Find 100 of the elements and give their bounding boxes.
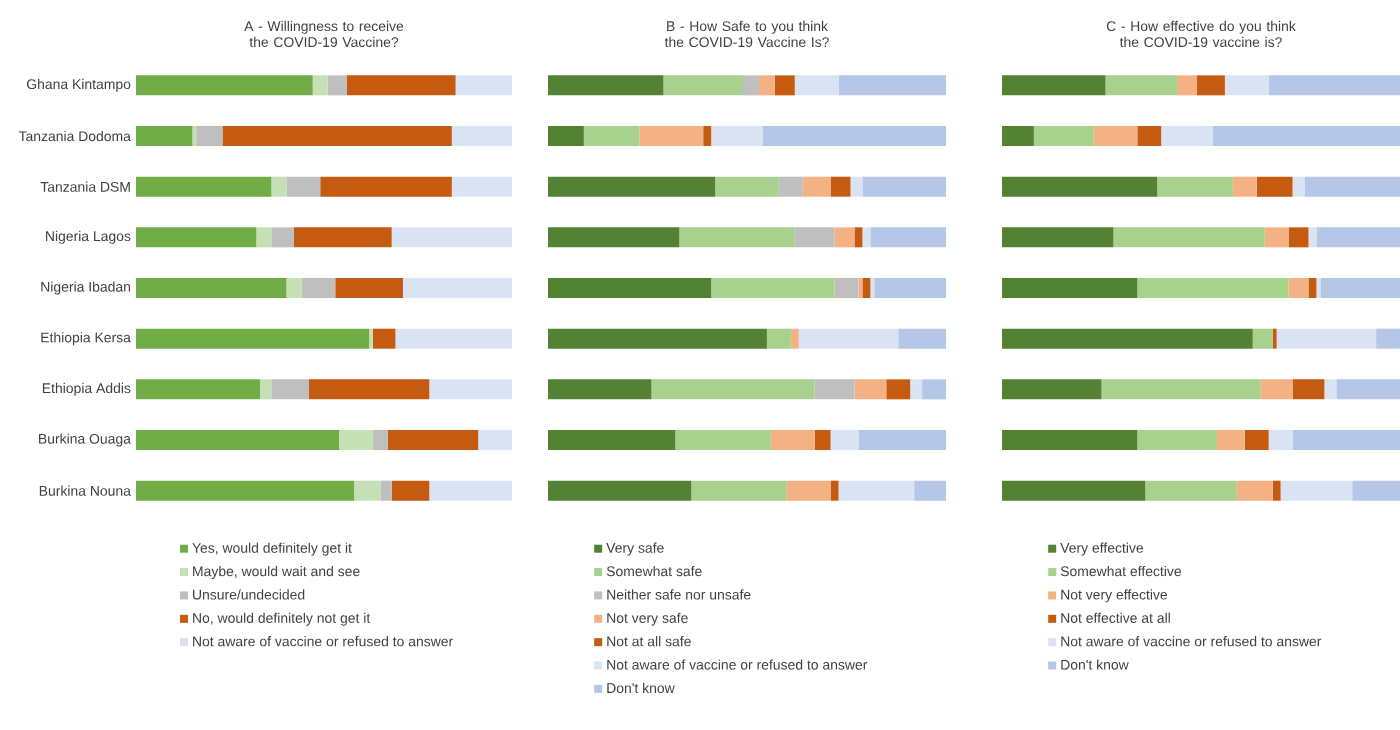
bar: [1002, 328, 1253, 349]
bar: [1256, 176, 1293, 197]
bar: [478, 430, 512, 451]
bar: [271, 176, 287, 197]
bar: [391, 227, 512, 248]
bar: [790, 328, 799, 349]
bar: [1308, 227, 1317, 248]
bar: [260, 379, 272, 400]
bar: [1288, 227, 1309, 248]
bar: [830, 176, 851, 197]
bar: [886, 379, 911, 400]
bar: [778, 176, 803, 197]
bar: [663, 75, 744, 96]
bar: [301, 278, 336, 299]
bar: [293, 227, 392, 248]
bar: [1113, 227, 1265, 248]
bar: [1252, 328, 1273, 349]
bar: [1316, 227, 1400, 248]
bar: [1137, 430, 1217, 451]
bar: [1376, 328, 1400, 349]
bar: [1137, 126, 1162, 147]
bar: [758, 75, 775, 96]
bar: [136, 126, 193, 147]
bar: [1320, 278, 1400, 299]
bar: [1224, 75, 1269, 96]
bar: [814, 430, 831, 451]
bar: [914, 480, 947, 501]
bar: [675, 430, 771, 451]
bar: [830, 480, 839, 501]
bar: [1336, 379, 1400, 400]
bar: [770, 430, 815, 451]
bar: [1157, 176, 1233, 197]
bar: [1292, 176, 1305, 197]
bar: [838, 480, 915, 501]
bar: [372, 328, 396, 349]
bar: [1105, 75, 1178, 96]
bar: [862, 176, 947, 197]
bar: [1304, 176, 1400, 197]
bar: [1002, 430, 1138, 451]
bar: [346, 75, 456, 96]
bar: [380, 480, 392, 501]
bar: [1292, 430, 1400, 451]
bar: [774, 75, 795, 96]
bar: [548, 126, 584, 147]
bar: [711, 126, 763, 147]
bar: [1033, 126, 1094, 147]
bar: [136, 328, 370, 349]
bar: [766, 328, 791, 349]
bar: [1101, 379, 1261, 400]
bar: [838, 75, 947, 96]
bar: [548, 430, 676, 451]
bar: [548, 379, 652, 400]
bar: [1216, 430, 1245, 451]
bar: [136, 278, 287, 299]
bar: [1145, 480, 1237, 501]
bar: [136, 379, 261, 400]
bar: [548, 176, 716, 197]
bar: [786, 480, 831, 501]
bar: [798, 328, 899, 349]
bar: [136, 430, 340, 451]
bar: [1352, 480, 1400, 501]
bar: [854, 379, 887, 400]
bar: [762, 126, 947, 147]
bar: [830, 430, 859, 451]
bar: [1212, 126, 1400, 147]
bar: [387, 430, 479, 451]
bar: [1268, 430, 1293, 451]
bar: [1292, 379, 1325, 400]
bar: [1232, 176, 1257, 197]
bar: [1137, 278, 1289, 299]
bar: [286, 278, 302, 299]
bar: [335, 278, 403, 299]
bar: [1272, 480, 1281, 501]
bar: [794, 227, 835, 248]
bar: [372, 430, 388, 451]
bar: [1280, 480, 1353, 501]
bar: [1002, 176, 1158, 197]
bar: [548, 328, 767, 349]
bar: [834, 278, 859, 299]
bar: [548, 227, 680, 248]
bar: [455, 75, 512, 96]
bar: [312, 75, 328, 96]
bar: [715, 176, 779, 197]
bar: [222, 126, 452, 147]
bar: [391, 480, 430, 501]
bar: [834, 227, 855, 248]
bar: [858, 430, 947, 451]
bar: [271, 227, 294, 248]
bar: [679, 227, 795, 248]
bar: [327, 75, 347, 96]
bar: [339, 430, 373, 451]
bar: [1236, 480, 1273, 501]
bar: [850, 176, 863, 197]
bar: [703, 126, 712, 147]
bar: [286, 176, 321, 197]
bar: [794, 75, 839, 96]
bar: [862, 278, 871, 299]
bar: [1002, 278, 1138, 299]
bar: [136, 75, 313, 96]
bar: [320, 176, 452, 197]
